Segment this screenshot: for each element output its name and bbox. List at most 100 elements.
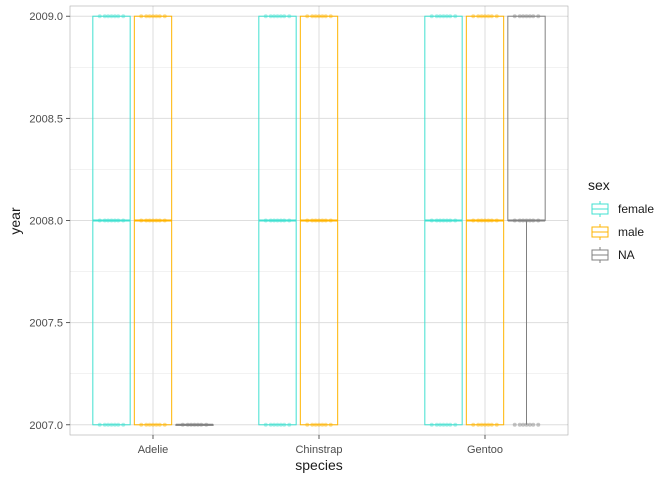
data-point-male: [471, 14, 476, 19]
y-tick-label: 2007.5: [29, 318, 63, 330]
data-point-female: [116, 14, 121, 19]
data-point-female: [272, 422, 277, 427]
data-point-female: [275, 422, 280, 427]
data-point-female: [97, 14, 102, 19]
x-axis-title: species: [295, 457, 342, 473]
data-point-male: [476, 422, 481, 427]
data-point-na: [517, 14, 522, 19]
data-point-na: [204, 422, 209, 427]
data-point-na: [524, 14, 529, 19]
data-point-na: [512, 422, 517, 427]
data-point-male: [144, 218, 149, 223]
data-point-female: [263, 14, 268, 19]
x-tick-label: Chinstrap: [295, 444, 342, 456]
data-point-male: [328, 218, 333, 223]
data-point-na: [195, 422, 200, 427]
data-point-male: [162, 218, 167, 223]
legend: sex female male NA: [588, 177, 654, 264]
data-point-female: [441, 422, 446, 427]
data-point-na: [185, 422, 190, 427]
legend-label: male: [618, 225, 644, 239]
data-point-female: [102, 14, 107, 19]
data-point-female: [444, 422, 449, 427]
data-point-male: [147, 218, 152, 223]
data-point-male: [310, 218, 315, 223]
data-point-male: [471, 422, 476, 427]
data-point-male: [313, 422, 318, 427]
legend-item-male: male: [590, 223, 644, 241]
data-point-na: [192, 422, 197, 427]
data-point-male: [489, 422, 494, 427]
data-point-female: [121, 422, 126, 427]
y-tick-label: 2008.5: [29, 113, 63, 125]
data-point-female: [441, 14, 446, 19]
legend-item-female: female: [590, 200, 654, 218]
data-point-female: [263, 218, 268, 223]
data-point-female: [109, 14, 114, 19]
data-point-male: [486, 218, 491, 223]
data-point-female: [453, 14, 458, 19]
data-point-female: [438, 218, 443, 223]
data-point-male: [328, 14, 333, 19]
data-point-na: [517, 218, 522, 223]
data-point-female: [441, 218, 446, 223]
legend-title: sex: [588, 177, 610, 193]
data-point-female: [429, 218, 434, 223]
data-point-female: [272, 218, 277, 223]
box-na-gentoo: [507, 15, 546, 425]
data-point-female: [275, 14, 280, 19]
data-point-male: [139, 422, 144, 427]
data-point-female: [275, 218, 280, 223]
data-point-male: [328, 422, 333, 427]
box-male-gentoo: [465, 15, 505, 426]
data-point-male: [139, 14, 144, 19]
data-point-female: [278, 218, 283, 223]
data-point-male: [154, 218, 159, 223]
data-point-male: [323, 14, 328, 19]
data-point-na: [180, 422, 185, 427]
data-point-female: [109, 422, 114, 427]
data-point-female: [287, 14, 292, 19]
data-point-male: [144, 422, 149, 427]
data-point-female: [102, 218, 107, 223]
x-axis-ticks: Adelie Chinstrap Gentoo: [138, 435, 503, 456]
data-point-male: [154, 422, 159, 427]
data-point-na: [524, 422, 529, 427]
data-point-male: [151, 14, 155, 19]
data-point-female: [106, 14, 111, 19]
data-point-male: [162, 14, 167, 19]
data-point-male: [310, 14, 315, 19]
data-point-male: [320, 14, 325, 19]
data-point-male: [317, 14, 321, 19]
data-point-female: [448, 218, 453, 223]
data-point-male: [313, 218, 318, 223]
data-point-na: [521, 422, 526, 427]
data-point-female: [438, 14, 443, 19]
data-point-na: [536, 218, 541, 223]
data-point-female: [116, 218, 121, 223]
data-point-male: [476, 218, 481, 223]
box-female-adelie: [92, 15, 131, 426]
data-point-na: [527, 218, 532, 223]
data-point-male: [323, 422, 328, 427]
data-point-male: [494, 14, 499, 19]
data-point-male: [483, 218, 487, 223]
data-point-male: [313, 14, 318, 19]
data-point-male: [494, 218, 499, 223]
data-point-male: [479, 422, 484, 427]
data-point-female: [429, 14, 434, 19]
box-female-gentoo: [424, 15, 463, 426]
data-point-na: [521, 218, 526, 223]
data-point-female: [121, 14, 126, 19]
box-na-adelie: [175, 423, 214, 426]
data-point-male: [494, 422, 499, 427]
data-point-na: [536, 422, 541, 427]
data-point-female: [278, 14, 283, 19]
data-point-male: [151, 218, 155, 223]
data-point-female: [109, 218, 114, 223]
data-point-female: [438, 422, 443, 427]
data-point-female: [106, 422, 111, 427]
x-tick-label: Adelie: [138, 444, 169, 456]
data-point-male: [479, 218, 484, 223]
data-point-na: [189, 422, 194, 427]
